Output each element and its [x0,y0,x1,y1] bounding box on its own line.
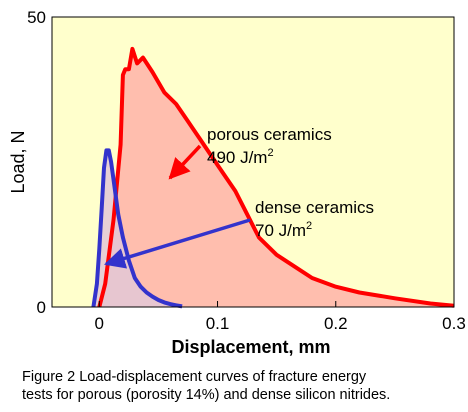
porous-annotation-arrow [168,144,202,180]
caption-line-1: Figure 2 Load-displacement curves of fra… [22,369,367,385]
porous-series-label: porous ceramics [207,125,332,144]
y-tick-label: 0 [37,298,46,317]
x-tick-label: 0.2 [324,314,348,333]
dense-energy-label: 70 J/m2 [255,220,312,240]
x-tick-label: 0.3 [442,314,466,333]
dense-annotation-arrow [103,218,251,269]
dense-series-label: dense ceramics [255,198,374,217]
y-axis-label: Load, N [8,130,28,193]
caption-line-2: tests for porous (porosity 14%) and dens… [22,387,391,403]
figure-caption: Figure 2 Load-displacement curves of fra… [22,368,462,404]
porous-energy-label: 490 J/m2 [207,147,274,167]
dense-ceramics-line [91,148,183,309]
porous-ceramics-line [97,46,455,308]
x-tick-label: 0.1 [206,314,230,333]
x-tick-label: 0 [95,314,104,333]
x-axis-label: Displacement, mm [171,337,330,357]
y-tick-label: 50 [27,8,46,27]
porous-ceramics-area [99,48,455,308]
